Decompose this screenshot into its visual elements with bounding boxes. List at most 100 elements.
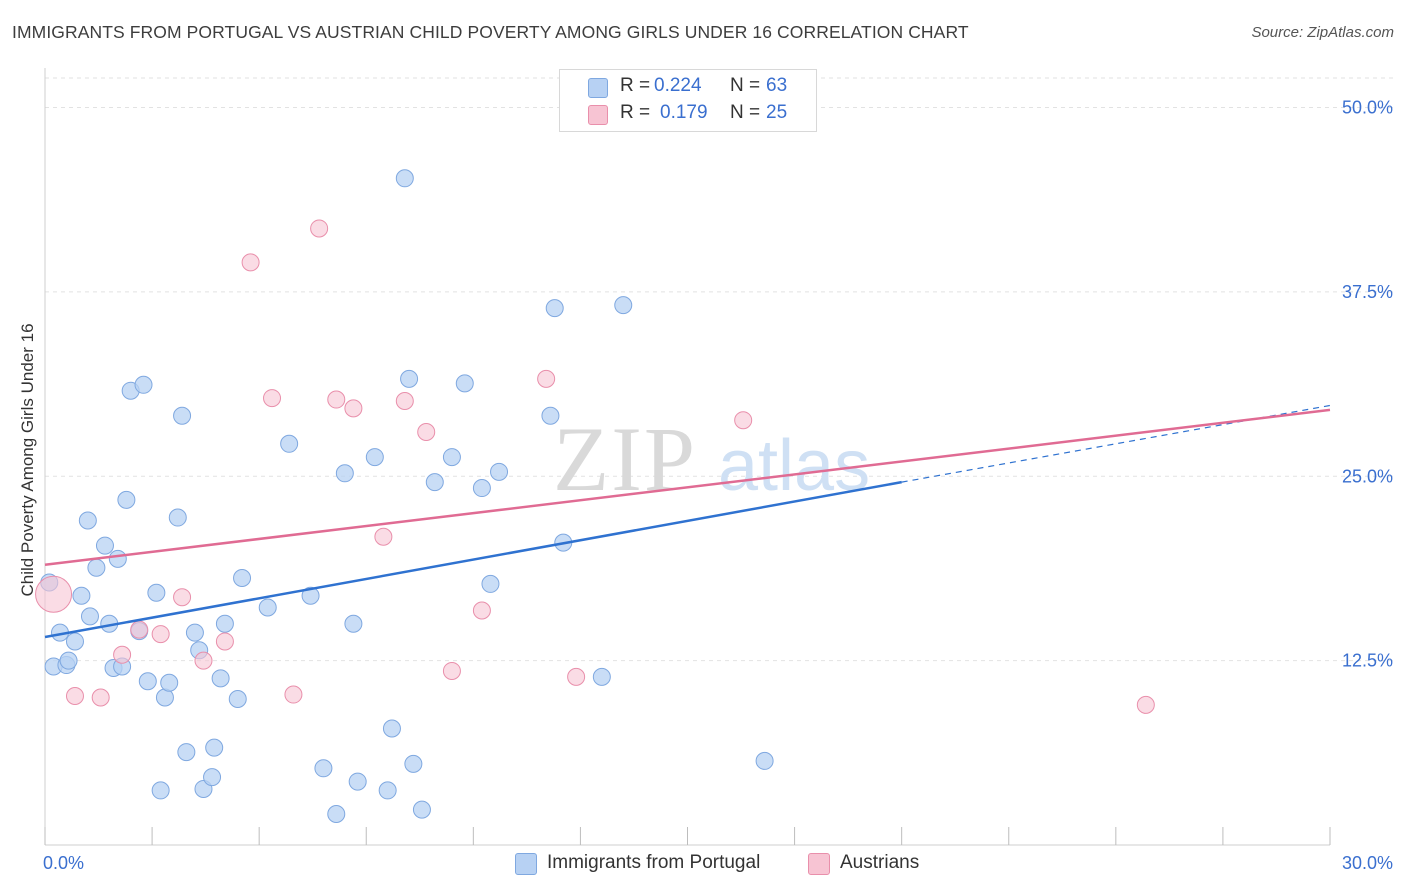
data-point-austrians bbox=[442, 661, 461, 680]
data-point-portugal bbox=[412, 800, 431, 819]
data-point-portugal bbox=[442, 448, 461, 467]
legend-r-value: 0.179 bbox=[660, 102, 708, 123]
watermark-zip: ZIP bbox=[553, 408, 697, 510]
legend-n-label: N = bbox=[730, 102, 761, 123]
data-point-portugal bbox=[614, 296, 633, 315]
data-point-portugal bbox=[481, 574, 500, 593]
data-point-portugal bbox=[78, 511, 97, 530]
legend-n-value: 63 bbox=[766, 75, 788, 96]
data-point-portugal bbox=[185, 623, 204, 642]
data-point-portugal bbox=[65, 632, 84, 651]
data-point-portugal bbox=[233, 569, 252, 588]
legend-label-austrians: Austrians bbox=[840, 852, 920, 873]
data-point-portugal bbox=[472, 479, 491, 498]
legend-r-label: R = bbox=[620, 75, 651, 96]
data-point-portugal bbox=[280, 434, 299, 453]
legend-swatch-austrians bbox=[808, 853, 830, 875]
data-point-austrians bbox=[344, 399, 363, 418]
x-tick-label: 30.0% bbox=[1342, 853, 1393, 873]
y-tick-label: 25.0% bbox=[1342, 466, 1393, 486]
axis-layer bbox=[44, 68, 1331, 846]
data-point-portugal bbox=[87, 558, 106, 577]
legend-r-value: 0.224 bbox=[654, 75, 702, 96]
legend-n-value: 25 bbox=[766, 102, 788, 123]
y-tick-labels: 12.5% 25.0% 37.5% 50.0% bbox=[1342, 98, 1393, 671]
y-axis-label: Child Poverty Among Girls Under 16 bbox=[18, 323, 37, 597]
y-tick-label: 12.5% bbox=[1342, 651, 1393, 671]
data-point-portugal bbox=[490, 462, 509, 481]
data-point-austrians bbox=[263, 389, 282, 408]
data-point-austrians bbox=[537, 369, 556, 388]
data-point-austrians bbox=[241, 253, 260, 272]
data-point-portugal bbox=[151, 781, 170, 800]
data-point-portugal bbox=[80, 607, 99, 626]
data-point-portugal bbox=[173, 406, 192, 425]
data-point-portugal bbox=[425, 473, 444, 492]
data-point-portugal bbox=[59, 651, 78, 670]
data-point-portugal bbox=[335, 464, 354, 483]
trendline-austrians bbox=[44, 408, 1331, 566]
data-point-austrians bbox=[1136, 695, 1155, 714]
y-tick-label: 50.0% bbox=[1342, 98, 1393, 118]
data-point-austrians bbox=[284, 685, 303, 704]
data-point-portugal bbox=[455, 374, 474, 393]
data-point-portugal bbox=[395, 169, 414, 188]
data-point-portugal bbox=[134, 375, 153, 394]
data-point-portugal bbox=[348, 772, 367, 791]
data-point-austrians bbox=[734, 411, 753, 430]
data-point-portugal bbox=[344, 614, 363, 633]
data-point-portugal bbox=[108, 549, 127, 568]
data-point-portugal bbox=[95, 536, 114, 555]
data-point-portugal bbox=[301, 586, 320, 605]
data-point-portugal bbox=[215, 614, 234, 633]
data-point-austrians bbox=[151, 625, 170, 644]
data-point-portugal bbox=[168, 508, 187, 527]
data-point-portugal bbox=[592, 667, 611, 686]
data-point-austrians bbox=[327, 390, 346, 409]
data-point-portugal bbox=[400, 369, 419, 388]
trendline-portugal bbox=[44, 480, 902, 639]
data-point-austrians bbox=[417, 423, 436, 441]
data-point-austrians bbox=[130, 620, 149, 639]
data-point-portugal bbox=[228, 689, 247, 708]
data-point-portugal bbox=[382, 719, 401, 738]
watermark: ZIP atlas bbox=[553, 408, 870, 510]
legend-item-portugal: Immigrants from Portugal bbox=[515, 852, 785, 876]
data-point-austrians bbox=[113, 645, 132, 664]
data-point-austrians bbox=[35, 575, 73, 613]
data-point-austrians bbox=[567, 667, 586, 686]
source-label: Source: ZipAtlas.com bbox=[1251, 24, 1394, 41]
data-point-portugal bbox=[203, 768, 222, 787]
data-point-portugal bbox=[138, 672, 157, 691]
data-point-portugal bbox=[117, 490, 136, 509]
correlation-legend: R = 0.224 N = 63 R = 0.179 N = 25 bbox=[559, 69, 817, 132]
legend-item-austrians: Austrians bbox=[808, 852, 938, 876]
data-point-portugal bbox=[147, 583, 166, 602]
trend-layer bbox=[44, 404, 1331, 639]
data-point-austrians bbox=[215, 632, 234, 651]
data-point-austrians bbox=[395, 392, 414, 411]
data-point-austrians bbox=[173, 588, 192, 607]
legend-label-portugal: Immigrants from Portugal bbox=[547, 852, 761, 873]
y-tick-label: 37.5% bbox=[1342, 282, 1393, 302]
legend-swatch-portugal bbox=[588, 78, 608, 98]
data-point-portugal bbox=[160, 673, 179, 692]
data-point-austrians bbox=[472, 601, 491, 620]
legend-n-label: N = bbox=[730, 75, 761, 96]
data-point-austrians bbox=[91, 688, 110, 707]
data-point-portugal bbox=[205, 738, 224, 757]
chart-title: IMMIGRANTS FROM PORTUGAL VS AUSTRIAN CHI… bbox=[12, 22, 969, 42]
data-point-portugal bbox=[365, 448, 384, 467]
legend-swatch-portugal bbox=[515, 853, 537, 875]
data-point-portugal bbox=[541, 406, 560, 425]
data-point-portugal bbox=[404, 754, 423, 773]
legend-swatch-austrians bbox=[588, 105, 608, 125]
data-point-portugal bbox=[378, 781, 397, 800]
data-point-austrians bbox=[310, 219, 329, 238]
data-point-austrians bbox=[65, 687, 84, 706]
data-point-portugal bbox=[72, 586, 91, 605]
watermark-atlas: atlas bbox=[718, 426, 870, 506]
data-point-portugal bbox=[545, 299, 564, 318]
data-point-portugal bbox=[327, 805, 346, 824]
